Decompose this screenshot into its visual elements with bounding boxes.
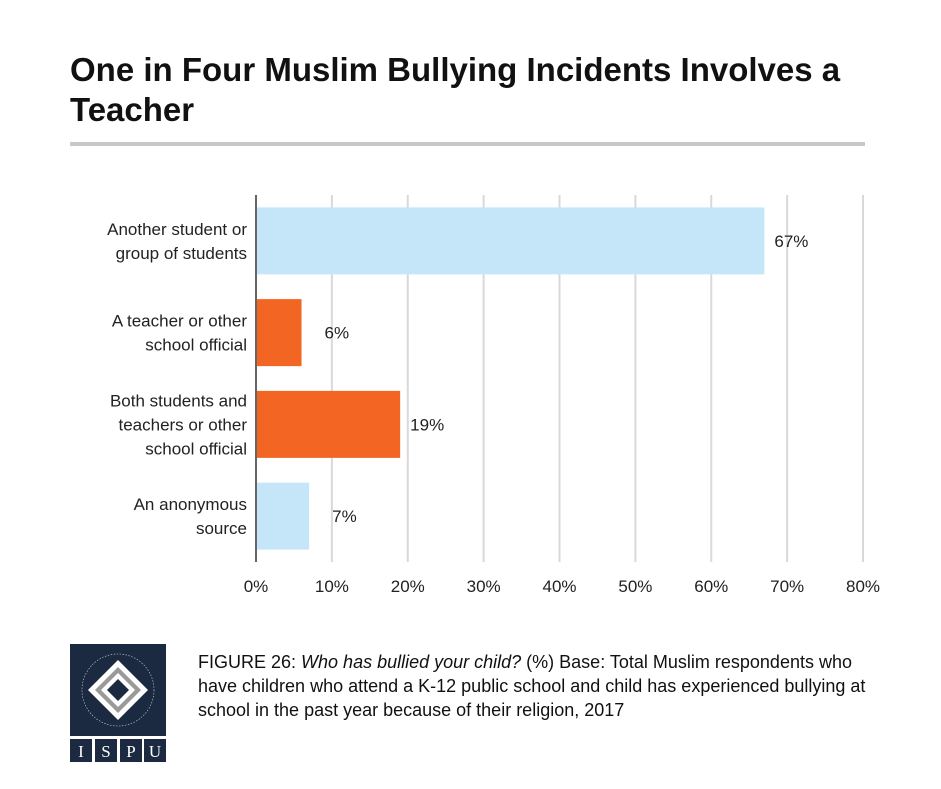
- category-label: A teacher or other: [112, 312, 247, 331]
- category-label: group of students: [116, 244, 247, 263]
- bar: [257, 207, 765, 275]
- x-tick-label: 60%: [694, 577, 728, 596]
- x-tick-label: 70%: [770, 577, 804, 596]
- x-tick-label: 40%: [542, 577, 576, 596]
- bar: [257, 390, 401, 458]
- bar: [257, 482, 310, 550]
- category-label: school official: [145, 439, 247, 458]
- svg-text:P: P: [126, 742, 135, 761]
- category-label: Both students and: [110, 391, 247, 410]
- chart-title: One in Four Muslim Bullying Incidents In…: [70, 51, 841, 128]
- survey-question: Who has bullied your child?: [301, 652, 522, 672]
- data-label: 7%: [332, 507, 357, 526]
- category-label: Another student or: [107, 220, 247, 239]
- svg-text:I: I: [78, 742, 84, 761]
- bar-chart: 0% 10% 20% 30% 40% 50% 60% 70% 80% 67% Another stu…: [107, 195, 880, 596]
- ispu-logo: I S P U: [70, 644, 166, 762]
- title-divider: [70, 142, 865, 146]
- svg-text:U: U: [149, 742, 161, 761]
- data-label: 67%: [774, 232, 808, 251]
- category-label: teachers or other: [118, 415, 247, 434]
- x-tick-label: 50%: [618, 577, 652, 596]
- data-label: 6%: [325, 324, 350, 343]
- svg-text:S: S: [101, 742, 110, 761]
- x-tick-label: 30%: [467, 577, 501, 596]
- x-tick-label: 10%: [315, 577, 349, 596]
- data-label: 19%: [410, 415, 444, 434]
- category-label: An anonymous: [134, 495, 247, 514]
- x-tick-label: 0%: [244, 577, 269, 596]
- figure-caption: FIGURE 26: Who has bullied your child? (…: [198, 652, 866, 720]
- x-tick-label: 80%: [846, 577, 880, 596]
- category-label: school official: [145, 336, 247, 355]
- figure-number: FIGURE 26: [198, 652, 292, 672]
- bar: [257, 299, 302, 367]
- caption-base: (%) Base: Total Muslim respondents who h…: [198, 652, 866, 720]
- category-label: source: [196, 519, 247, 538]
- x-tick-label: 20%: [391, 577, 425, 596]
